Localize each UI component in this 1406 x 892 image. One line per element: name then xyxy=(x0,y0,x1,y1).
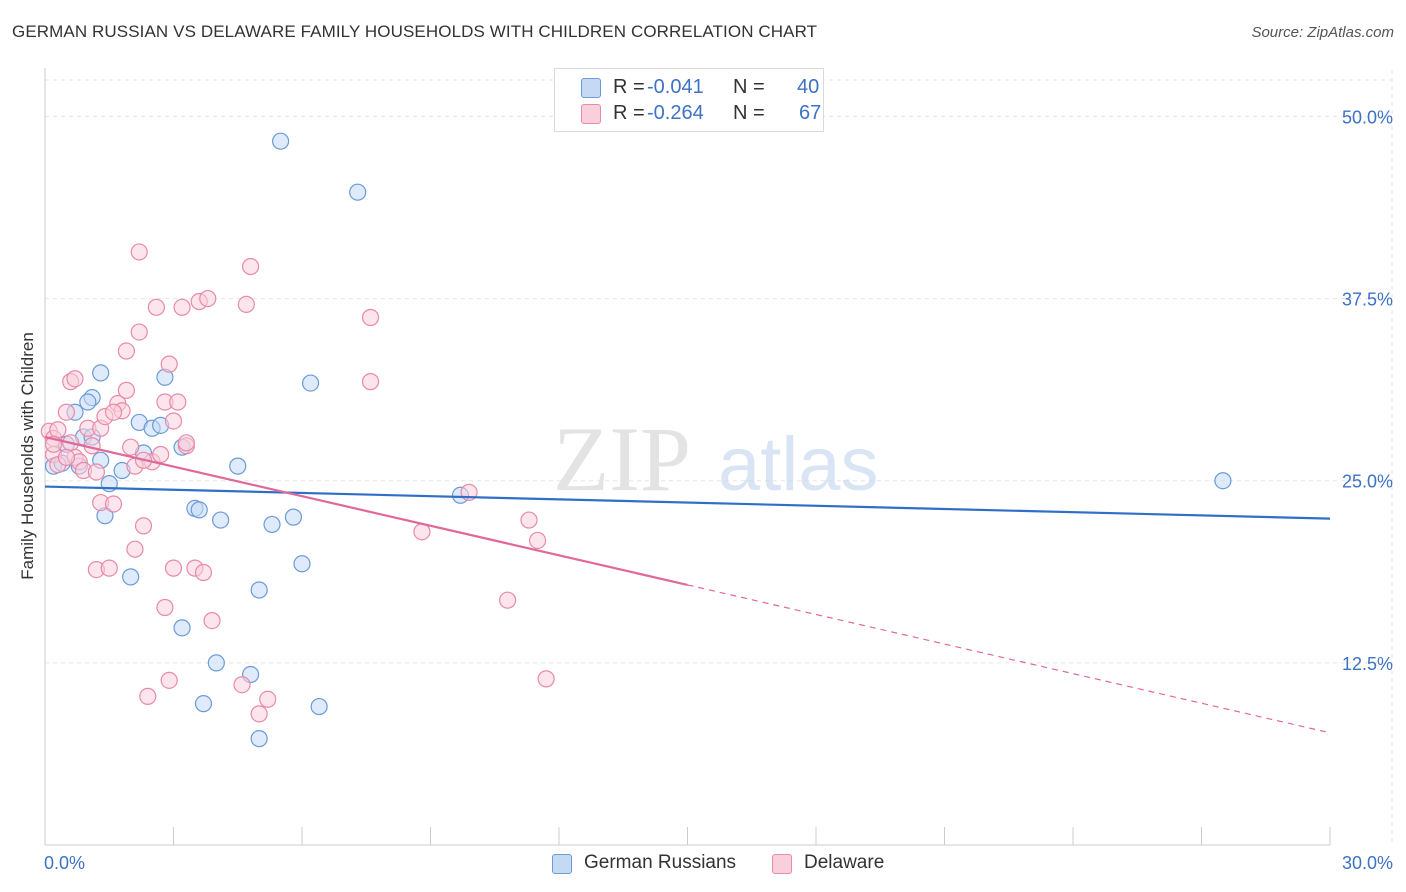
data-point xyxy=(250,581,268,599)
data-point xyxy=(250,705,268,723)
data-point xyxy=(250,730,268,748)
data-point xyxy=(122,438,140,456)
axes xyxy=(44,68,1331,846)
data-point xyxy=(310,697,328,716)
data-point xyxy=(199,289,217,308)
chart-title: GERMAN RUSSIAN VS DELAWARE FAMILY HOUSEH… xyxy=(12,22,818,41)
data-point xyxy=(117,381,135,399)
trend-german-russians-solid xyxy=(44,485,1331,520)
data-point xyxy=(130,243,148,261)
data-point xyxy=(164,412,183,430)
data-point xyxy=(156,598,174,617)
data-point xyxy=(173,619,191,637)
data-point xyxy=(126,540,144,558)
y-tick-label: 25.0% xyxy=(1342,472,1393,492)
legend-n-label: N = xyxy=(733,76,765,98)
x-tick-label: 0.0% xyxy=(44,853,85,873)
legend-item-label: Delaware xyxy=(804,852,885,873)
source-label: Source: ZipAtlas.com xyxy=(1251,24,1394,41)
legend-r-label: R = xyxy=(613,102,645,124)
data-point xyxy=(152,445,170,464)
data-point xyxy=(117,342,135,360)
data-point xyxy=(173,298,191,316)
data-point xyxy=(160,671,178,689)
legend-r-value: -0.264 xyxy=(647,102,704,124)
data-point xyxy=(190,501,208,519)
data-point xyxy=(499,591,517,609)
data-point xyxy=(1214,472,1232,490)
data-point xyxy=(528,531,547,550)
y-tick-label: 50.0% xyxy=(1342,107,1393,127)
data-point xyxy=(271,132,290,150)
correlation-legend: R = -0.041 N = 40 R = -0.264 N = 67 xyxy=(554,68,824,132)
data-point xyxy=(194,563,213,582)
y-tick-label: 37.5% xyxy=(1342,290,1393,310)
watermark: ZIP atlas xyxy=(553,408,879,510)
data-point xyxy=(100,559,118,577)
legend-swatch-blue xyxy=(581,78,601,98)
data-point xyxy=(259,690,277,708)
data-point xyxy=(194,695,213,713)
legend-swatch-blue xyxy=(552,854,572,874)
data-point xyxy=(537,670,555,688)
data-point xyxy=(237,295,255,313)
data-point xyxy=(49,421,67,439)
data-point xyxy=(361,308,380,327)
data-point xyxy=(122,568,140,586)
data-point xyxy=(242,257,260,276)
grid-lines xyxy=(45,70,1393,845)
data-point xyxy=(177,434,195,452)
data-point xyxy=(361,373,380,391)
watermark-atlas: atlas xyxy=(718,422,879,507)
data-point xyxy=(92,364,110,382)
legend-n-value: 67 xyxy=(799,102,822,124)
data-point xyxy=(57,448,76,466)
legend-n-value: 40 xyxy=(797,76,820,98)
trend-lines xyxy=(44,435,1331,734)
data-point xyxy=(134,517,153,535)
x-tick-label: 30.0% xyxy=(1342,853,1393,873)
data-point xyxy=(293,555,311,573)
data-point xyxy=(57,403,76,421)
legend-swatch-pink xyxy=(772,854,792,874)
watermark-zip: ZIP xyxy=(553,408,691,510)
legend-r-label: R = xyxy=(613,76,645,98)
legend-n-label: N = xyxy=(733,102,765,124)
data-point xyxy=(66,370,84,388)
data-point xyxy=(104,495,123,513)
data-point xyxy=(147,298,165,316)
data-point xyxy=(207,654,225,672)
data-point xyxy=(212,511,230,529)
data-point xyxy=(104,403,123,421)
data-point xyxy=(263,515,281,534)
data-point xyxy=(284,508,303,526)
data-point xyxy=(79,393,97,411)
y-tick-label: 12.5% xyxy=(1342,654,1393,674)
legend-item-label: German Russians xyxy=(584,852,737,873)
data-point xyxy=(130,323,148,341)
series-delaware xyxy=(40,243,555,723)
legend-r-value: -0.041 xyxy=(647,76,704,98)
data-point xyxy=(203,611,221,630)
data-point xyxy=(229,457,247,475)
data-point xyxy=(164,559,183,577)
series-legend: German Russians Delaware xyxy=(0,852,1406,878)
data-point xyxy=(139,687,157,705)
data-point xyxy=(301,374,320,392)
tick-labels: 12.5% 25.0% 37.5% 50.0% 0.0% 30.0% xyxy=(44,107,1393,873)
data-point xyxy=(520,511,538,529)
data-point xyxy=(349,183,367,201)
data-point xyxy=(233,676,251,694)
trend-delaware-solid xyxy=(44,435,688,586)
trend-delaware-dashed xyxy=(687,584,1331,734)
data-point xyxy=(160,355,178,373)
legend-swatch-pink xyxy=(581,104,601,124)
data-point xyxy=(87,463,106,481)
data-point xyxy=(169,393,187,411)
